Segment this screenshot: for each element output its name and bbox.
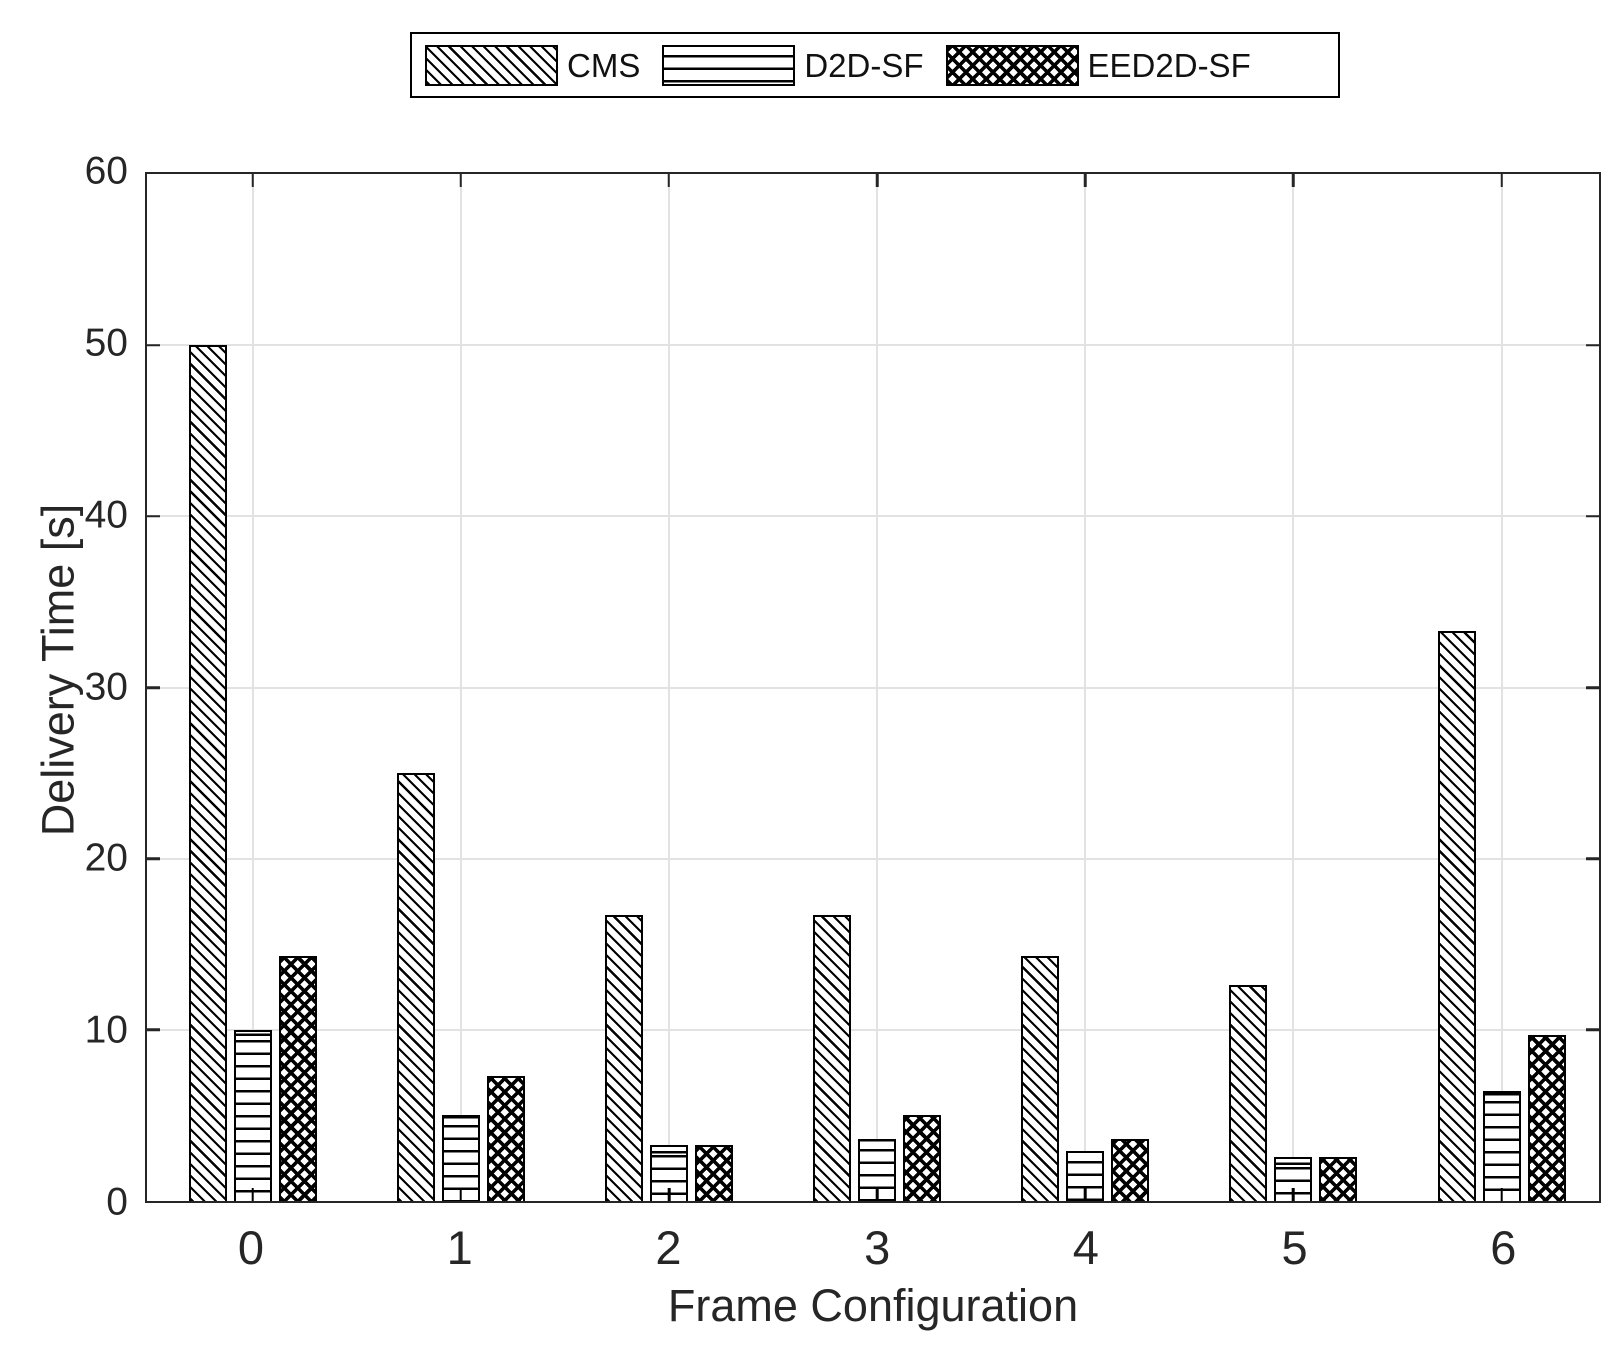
x-tick-label-5: 5 xyxy=(1281,1221,1308,1274)
x-tick-label-1: 1 xyxy=(446,1221,473,1274)
y-tick-left-10 xyxy=(147,1028,160,1032)
y-tick-right-10 xyxy=(1586,1028,1599,1032)
bar-eed2d-sf-config-5 xyxy=(1319,1156,1358,1201)
x-axis-label: Frame Configuration xyxy=(667,1280,1079,1331)
bar-group-config-2 xyxy=(604,174,733,1201)
y-tick-left-20 xyxy=(147,857,160,860)
y-tick-label-20: 20 xyxy=(84,837,128,881)
bar-cms-config-4 xyxy=(1021,956,1060,1201)
y-tick-left-50 xyxy=(147,343,160,347)
x-tick-top-0 xyxy=(251,174,254,187)
x-tick-top-2 xyxy=(667,174,671,187)
y-tick-label-30: 30 xyxy=(84,665,128,709)
x-tick-label-2: 2 xyxy=(655,1221,682,1274)
bar-d2d-sf-config-0 xyxy=(233,1029,272,1201)
bar-eed2d-sf-config-1 xyxy=(486,1076,525,1201)
x-tick-label-6: 6 xyxy=(1490,1221,1517,1274)
x-tick-top-5 xyxy=(1292,174,1295,187)
x-tick-label-3: 3 xyxy=(864,1221,891,1274)
y-tick-right-40 xyxy=(1586,515,1599,518)
bar-eed2d-sf-config-3 xyxy=(903,1115,942,1201)
gridline-y-20 xyxy=(147,857,1599,860)
bar-group-config-1 xyxy=(396,174,525,1201)
gridline-x-6 xyxy=(1500,174,1503,1201)
legend-label-cms: CMS xyxy=(567,46,641,84)
legend: CMS D2D-SF EED2D-SF xyxy=(410,32,1340,98)
legend-item-cms: CMS xyxy=(425,44,641,86)
bar-eed2d-sf-config-2 xyxy=(694,1144,733,1201)
bar-cms-config-6 xyxy=(1437,631,1476,1201)
y-tick-left-40 xyxy=(147,515,160,518)
legend-label-eed2d-sf: EED2D-SF xyxy=(1087,46,1251,84)
gridline-x-0 xyxy=(251,174,254,1201)
gridline-y-10 xyxy=(147,1028,1599,1031)
bar-eed2d-sf-config-0 xyxy=(278,956,317,1201)
gridline-x-5 xyxy=(1292,174,1295,1201)
gridline-x-1 xyxy=(459,174,462,1201)
y-tick-right-50 xyxy=(1586,343,1599,347)
legend-item-d2d-sf: D2D-SF xyxy=(662,44,924,86)
x-tick-top-3 xyxy=(875,174,879,187)
bar-eed2d-sf-config-6 xyxy=(1527,1034,1566,1201)
y-tick-right-30 xyxy=(1586,686,1599,689)
y-tick-right-20 xyxy=(1586,857,1599,860)
bar-d2d-sf-config-4 xyxy=(1066,1151,1105,1201)
x-tick-label-4: 4 xyxy=(1072,1221,1099,1274)
x-tick-top-4 xyxy=(1084,174,1087,187)
bar-d2d-sf-config-6 xyxy=(1482,1091,1521,1201)
y-tick-label-10: 10 xyxy=(84,1008,128,1052)
x-tick-top-1 xyxy=(459,174,463,187)
bar-group-config-5 xyxy=(1229,174,1358,1201)
bar-group-config-0 xyxy=(188,174,317,1201)
bar-d2d-sf-config-2 xyxy=(649,1144,688,1201)
y-tick-left-30 xyxy=(147,686,160,689)
gridline-x-4 xyxy=(1084,174,1087,1201)
bar-cms-config-0 xyxy=(188,345,227,1201)
bar-cms-config-5 xyxy=(1229,985,1268,1201)
y-tick-label-40: 40 xyxy=(84,493,128,537)
y-tick-label-50: 50 xyxy=(84,321,128,365)
bar-group-config-6 xyxy=(1437,174,1566,1201)
bar-group-config-4 xyxy=(1021,174,1150,1201)
legend-swatch-cms xyxy=(425,44,558,86)
bar-d2d-sf-config-1 xyxy=(441,1115,480,1201)
gridline-y-50 xyxy=(147,344,1599,347)
legend-swatch-d2d-sf xyxy=(662,44,796,86)
bar-group-config-3 xyxy=(813,174,942,1201)
x-tick-label-0: 0 xyxy=(237,1221,265,1274)
gridline-y-30 xyxy=(147,686,1599,689)
y-tick-label-0: 0 xyxy=(106,1180,128,1224)
y-tick-label-60: 60 xyxy=(84,149,128,193)
legend-item-eed2d-sf: EED2D-SF xyxy=(945,44,1251,86)
bar-d2d-sf-config-3 xyxy=(858,1139,897,1201)
gridline-x-3 xyxy=(876,174,879,1201)
bar-cms-config-2 xyxy=(604,915,643,1201)
gridline-y-40 xyxy=(147,515,1599,518)
legend-swatch-eed2d-sf xyxy=(945,44,1079,86)
bar-cms-config-1 xyxy=(396,773,435,1201)
bar-eed2d-sf-config-4 xyxy=(1111,1139,1150,1201)
x-tick-top-6 xyxy=(1500,174,1503,187)
bar-cms-config-3 xyxy=(813,915,852,1201)
plot-area xyxy=(145,172,1601,1203)
bar-d2d-sf-config-5 xyxy=(1274,1156,1313,1201)
gridline-x-2 xyxy=(667,174,670,1201)
legend-label-d2d-sf: D2D-SF xyxy=(804,46,924,84)
